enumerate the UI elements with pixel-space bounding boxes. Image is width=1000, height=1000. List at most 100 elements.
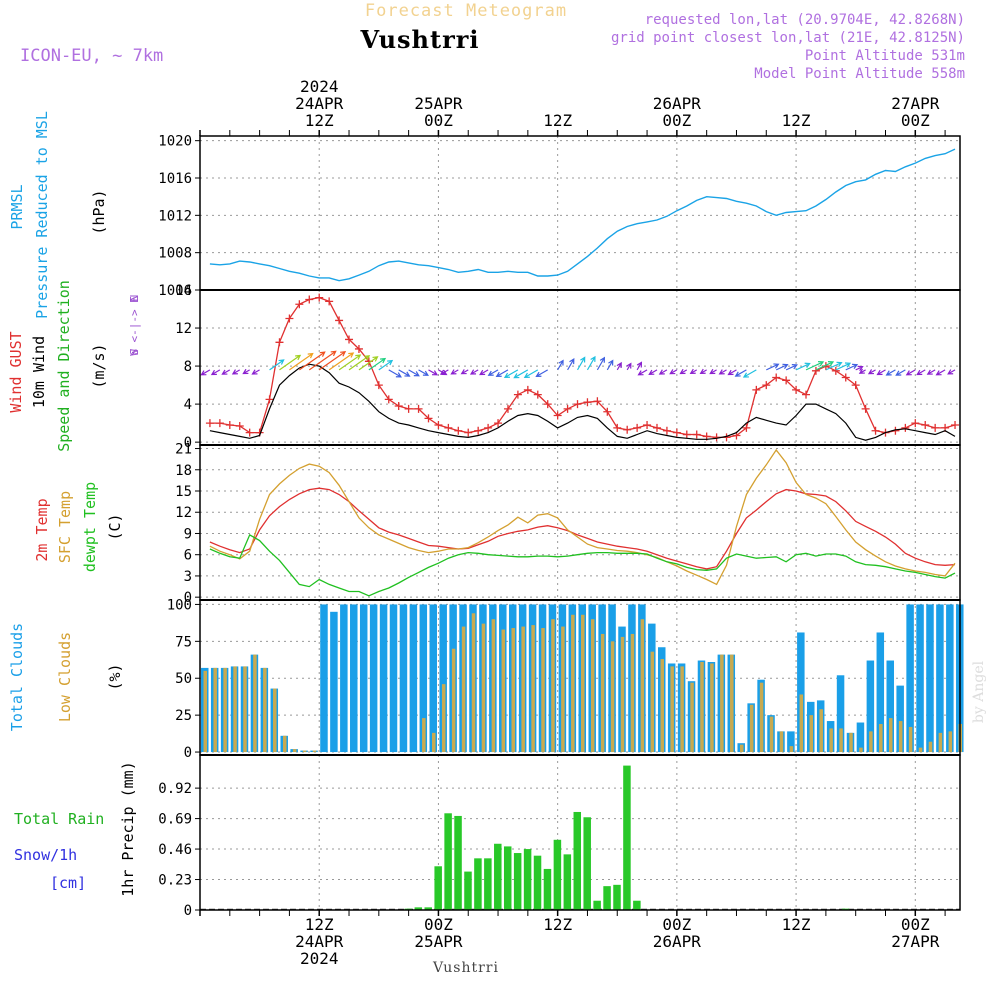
precip-ytick-label: 0.23 [158,873,192,889]
rain-bar [533,855,542,910]
wind-arrow [805,361,825,371]
low-cloud-bar [531,625,535,753]
wind-ytick-label: 8 [184,359,192,375]
low-cloud-bar [471,613,476,753]
gust-marker [494,419,503,428]
wind-arrow [637,369,648,376]
wind-arrow [679,368,688,375]
gust-marker [811,366,820,375]
time-label-bottom: 12Z [543,915,572,934]
gust-marker [662,426,671,435]
city-title: Vushtrri [360,25,480,54]
gust-marker [851,381,860,390]
low-cloud-bar [869,731,873,753]
model-label: ICON-EU, ~ 7km [20,46,163,66]
total-cloud-bar [787,731,795,753]
wind-arrow [576,356,586,371]
pressure-ytick-label: 1016 [158,171,192,187]
total-cloud-bar [906,604,914,753]
low-cloud-bar [710,663,714,753]
time-label-top: 12Z [305,111,334,130]
precip-panel: 0 0.23 0.46 0.69 0.92 [158,755,960,919]
gust-marker [374,381,383,390]
rain-bar [523,849,532,910]
time-label-bottom: 00Z [662,915,691,934]
total-cloud-bar [936,604,944,753]
gust-marker [692,430,701,439]
gust-marker [633,423,642,432]
wind-arrow [523,369,539,378]
snow-unit: [cm] [50,874,86,892]
cloud-ytick-label: 25 [175,708,192,724]
time-label-top: 12Z [543,111,572,130]
wind-arrow [348,355,371,371]
low-cloud-bar [481,623,486,753]
gust-marker [643,421,652,430]
gust-marker [335,316,344,325]
gust-marker [325,297,334,306]
credit: by Angel [971,660,987,723]
wind-ytick-label: 0 [184,435,192,451]
gust-marker [384,395,393,404]
gust-marker [831,366,840,375]
pressure-line [209,148,956,282]
temp-ytick-label: 9 [184,526,192,542]
gust-marker [543,400,552,409]
wind10-line [209,363,956,441]
wind-arrow [727,369,737,376]
wind-arrow [299,351,326,371]
gust-marker [354,344,363,353]
gust-marker [593,397,602,406]
rain-bar [553,839,562,910]
gust-marker [513,390,522,399]
time-label-bottom: 27APR [891,932,940,951]
rain-bar [513,853,522,910]
wind-arrow [795,362,811,371]
low-cloud-bar [938,732,943,753]
panels: 1004100810121016102004812160369121518210… [158,130,964,919]
wind-arrow [785,363,798,371]
wind-dir-label: Speed and Direction [55,280,73,452]
total-cloud-bar [926,604,934,753]
time-label-bottom: 24APR [295,932,344,951]
temp-ytick-label: 12 [175,505,192,521]
wind-arrow [626,362,632,371]
gust-marker [404,404,413,413]
low-cloud-bar [888,718,893,753]
temp-ytick-label: 0 [184,590,192,606]
t2m-line [209,487,956,570]
gust-marker [802,390,811,399]
time-label-bottom: 2024 [300,949,339,968]
gust-marker [672,428,681,437]
low-cloud-bar [312,750,317,753]
wind-arrow [947,369,956,375]
pressure-name1: PRMSL [8,184,26,229]
rain-bar [454,815,462,910]
low-cloud-bar [650,651,655,753]
low-cloud-bar [799,694,804,753]
cloud-ytick-label: 0 [184,745,192,761]
low-cloud-bar [451,648,456,753]
wind-arrow [308,350,337,371]
low-cloud-bar [918,747,923,753]
gust-marker [931,423,940,432]
low-cloud-bar [809,715,814,753]
low-cloud-bar [600,633,605,753]
sfc-label: SFC Temp [56,491,74,563]
total-cloud-bar [379,604,388,753]
sfc-line [209,448,956,586]
time-label-bottom: 00Z [901,915,930,934]
wind-arrow [658,369,668,375]
low-cloud-bar [839,728,843,753]
low-cloud-bar [511,628,515,753]
wind-arrow [318,351,347,371]
wind-arrow [503,369,519,378]
gust-marker [424,414,433,423]
compass-north: N [128,295,141,302]
time-label-top: 00Z [901,111,930,130]
low-cloud-bar [829,728,833,753]
low-cloud-bar [779,731,784,753]
gust-marker [911,419,920,428]
gust-marker [315,293,324,302]
rain-bar [623,765,631,910]
